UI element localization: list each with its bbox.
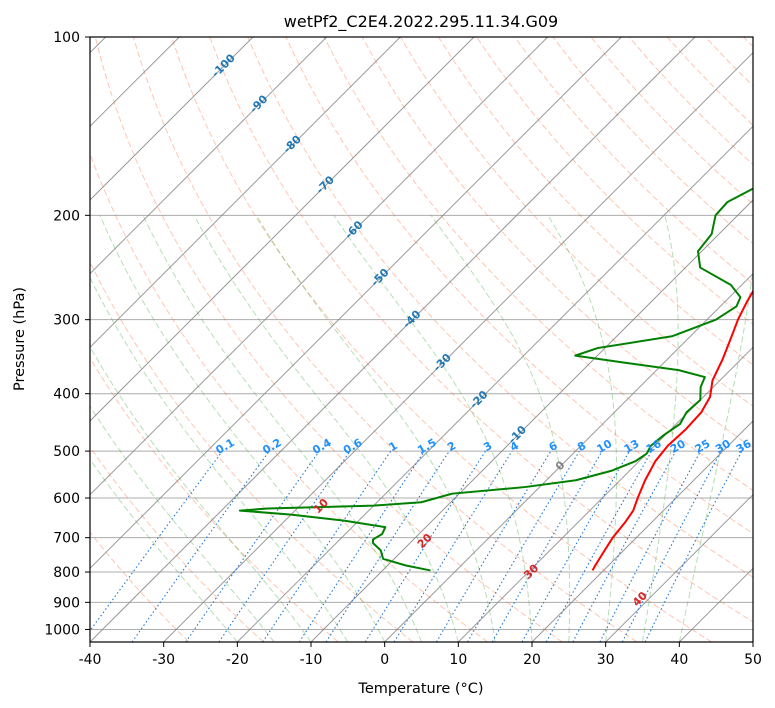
dry-adiabat-line bbox=[514, 37, 753, 285]
y-tick-label: 300 bbox=[53, 313, 80, 329]
mixing-ratio-line bbox=[644, 450, 743, 642]
x-tick-label: 30 bbox=[597, 652, 615, 668]
mixing-ratio-line bbox=[218, 450, 351, 642]
temperature-profile-line bbox=[591, 289, 753, 571]
y-tick-label: 100 bbox=[53, 30, 80, 46]
isotherm-line bbox=[90, 37, 254, 201]
isotherm-line bbox=[90, 37, 475, 422]
isotherm-line bbox=[90, 37, 401, 349]
x-tick-label: -10 bbox=[300, 652, 323, 668]
isotherm-line bbox=[384, 272, 753, 642]
isotherm-line bbox=[310, 199, 753, 642]
moist-adiabat-line bbox=[90, 345, 312, 642]
x-tick-label: 40 bbox=[670, 652, 688, 668]
dry-adiabat-line bbox=[90, 531, 190, 642]
mixing-ratio-line bbox=[131, 450, 270, 642]
ticks-layer: -40 -30 -20 -10 0 10 20 30 40 50 100 200 300 400 500 60… bbox=[44, 30, 762, 668]
isotherm-line bbox=[90, 37, 328, 275]
mixing-ratio-line bbox=[262, 450, 392, 642]
x-tick-label: -30 bbox=[152, 652, 175, 668]
isotherm-line bbox=[236, 125, 753, 642]
mixing-ratio-line bbox=[298, 450, 425, 642]
moist-adiabat-line bbox=[142, 215, 422, 642]
y-tick-label: 900 bbox=[53, 595, 80, 611]
moist-adiabat-line bbox=[642, 215, 679, 642]
y-tick-label: 600 bbox=[53, 491, 80, 507]
dry-adiabat-line bbox=[90, 356, 339, 642]
y-axis-label: Pressure (hPa) bbox=[12, 287, 28, 391]
dry-adiabat-line bbox=[171, 37, 713, 642]
dry-adiabat-line bbox=[285, 37, 753, 535]
dewpoint-profile-line bbox=[238, 187, 753, 572]
chart-title: wetPf2_C2E4.2022.295.11.34.G09 bbox=[284, 12, 558, 32]
isotherm-line bbox=[531, 420, 753, 642]
y-tick-label: 700 bbox=[53, 531, 80, 547]
mixing-ratio-line bbox=[90, 450, 223, 632]
y-tick-label: 1000 bbox=[44, 622, 80, 638]
isotherm-line bbox=[605, 493, 753, 642]
mixing-ratio-line bbox=[572, 450, 677, 642]
x-tick-label: 0 bbox=[380, 652, 389, 668]
mixing-ratio-line bbox=[325, 450, 450, 642]
moist-adiabat-line bbox=[678, 265, 753, 642]
series-layer bbox=[238, 187, 753, 572]
x-tick-label: -20 bbox=[226, 652, 249, 668]
grid-layer bbox=[90, 37, 753, 642]
mixing-ratio-line bbox=[185, 450, 320, 642]
dry-adiabat-line bbox=[361, 37, 753, 449]
x-tick-label: -40 bbox=[79, 652, 102, 668]
x-tick-label: 20 bbox=[523, 652, 541, 668]
y-tick-label: 500 bbox=[53, 444, 80, 460]
y-tick-label: 800 bbox=[53, 565, 80, 581]
moist-adiabat-line bbox=[255, 215, 496, 642]
dry-adiabat-line bbox=[90, 446, 264, 642]
mixing-ratio-line bbox=[545, 450, 653, 642]
moist-adiabat-line bbox=[90, 276, 349, 642]
moist-adiabat-line bbox=[193, 215, 459, 642]
dry-adiabat-line bbox=[247, 37, 753, 578]
moist-adiabat-line bbox=[547, 215, 618, 642]
dry-adiabat-line bbox=[90, 152, 488, 642]
mixing-ratio-line bbox=[393, 450, 513, 642]
dry-adiabat-line bbox=[399, 37, 753, 407]
mixing-ratio-label: 36 bbox=[734, 437, 754, 456]
plot-frame bbox=[89, 36, 754, 643]
y-tick-label: 400 bbox=[53, 387, 80, 403]
isotherm-line bbox=[90, 37, 549, 496]
isotherm-line bbox=[90, 37, 622, 570]
isotherm-line bbox=[163, 51, 753, 642]
x-tick-label: 50 bbox=[744, 652, 762, 668]
isotherm-line bbox=[457, 346, 753, 642]
moist-adiabat-line bbox=[333, 215, 533, 642]
mixing-ratio-line bbox=[521, 450, 630, 642]
dry-adiabat-line bbox=[132, 37, 638, 642]
dry-adiabat-line bbox=[438, 37, 753, 366]
dry-adiabat-line bbox=[209, 37, 753, 623]
x-axis-label: Temperature (°C) bbox=[357, 681, 483, 697]
dry-adiabat-line bbox=[94, 37, 563, 642]
isotherm-line bbox=[90, 37, 696, 642]
x-tick-label: 10 bbox=[449, 652, 467, 668]
moist-adiabat-line bbox=[90, 458, 238, 642]
y-tick-label: 200 bbox=[53, 208, 80, 224]
